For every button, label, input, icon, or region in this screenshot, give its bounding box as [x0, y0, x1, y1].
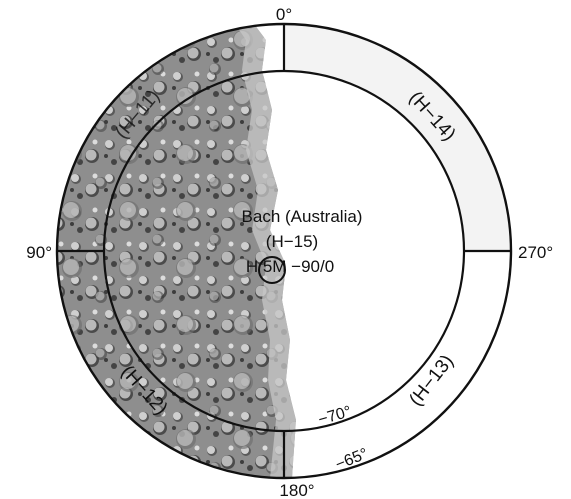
longitude-label-270: 270°	[518, 243, 553, 262]
center-feature-name: Bach (Australia)	[242, 207, 363, 226]
longitude-label-0: 0°	[276, 5, 292, 24]
longitude-label-180: 180°	[279, 481, 314, 499]
longitude-label-90: 90°	[26, 243, 52, 262]
mosaic-image	[57, 24, 296, 478]
upper-right-shade	[284, 24, 511, 251]
latitude-label-outer: −65°	[333, 445, 370, 473]
center-crater-marker	[258, 256, 286, 284]
latitude-label-inner: −70°	[316, 403, 353, 429]
quadrangle-label-h13: (H−13)	[405, 351, 458, 410]
center-map-id: H 5M −90/0	[246, 257, 334, 276]
center-quadrangle-code: (H−15)	[266, 232, 318, 251]
